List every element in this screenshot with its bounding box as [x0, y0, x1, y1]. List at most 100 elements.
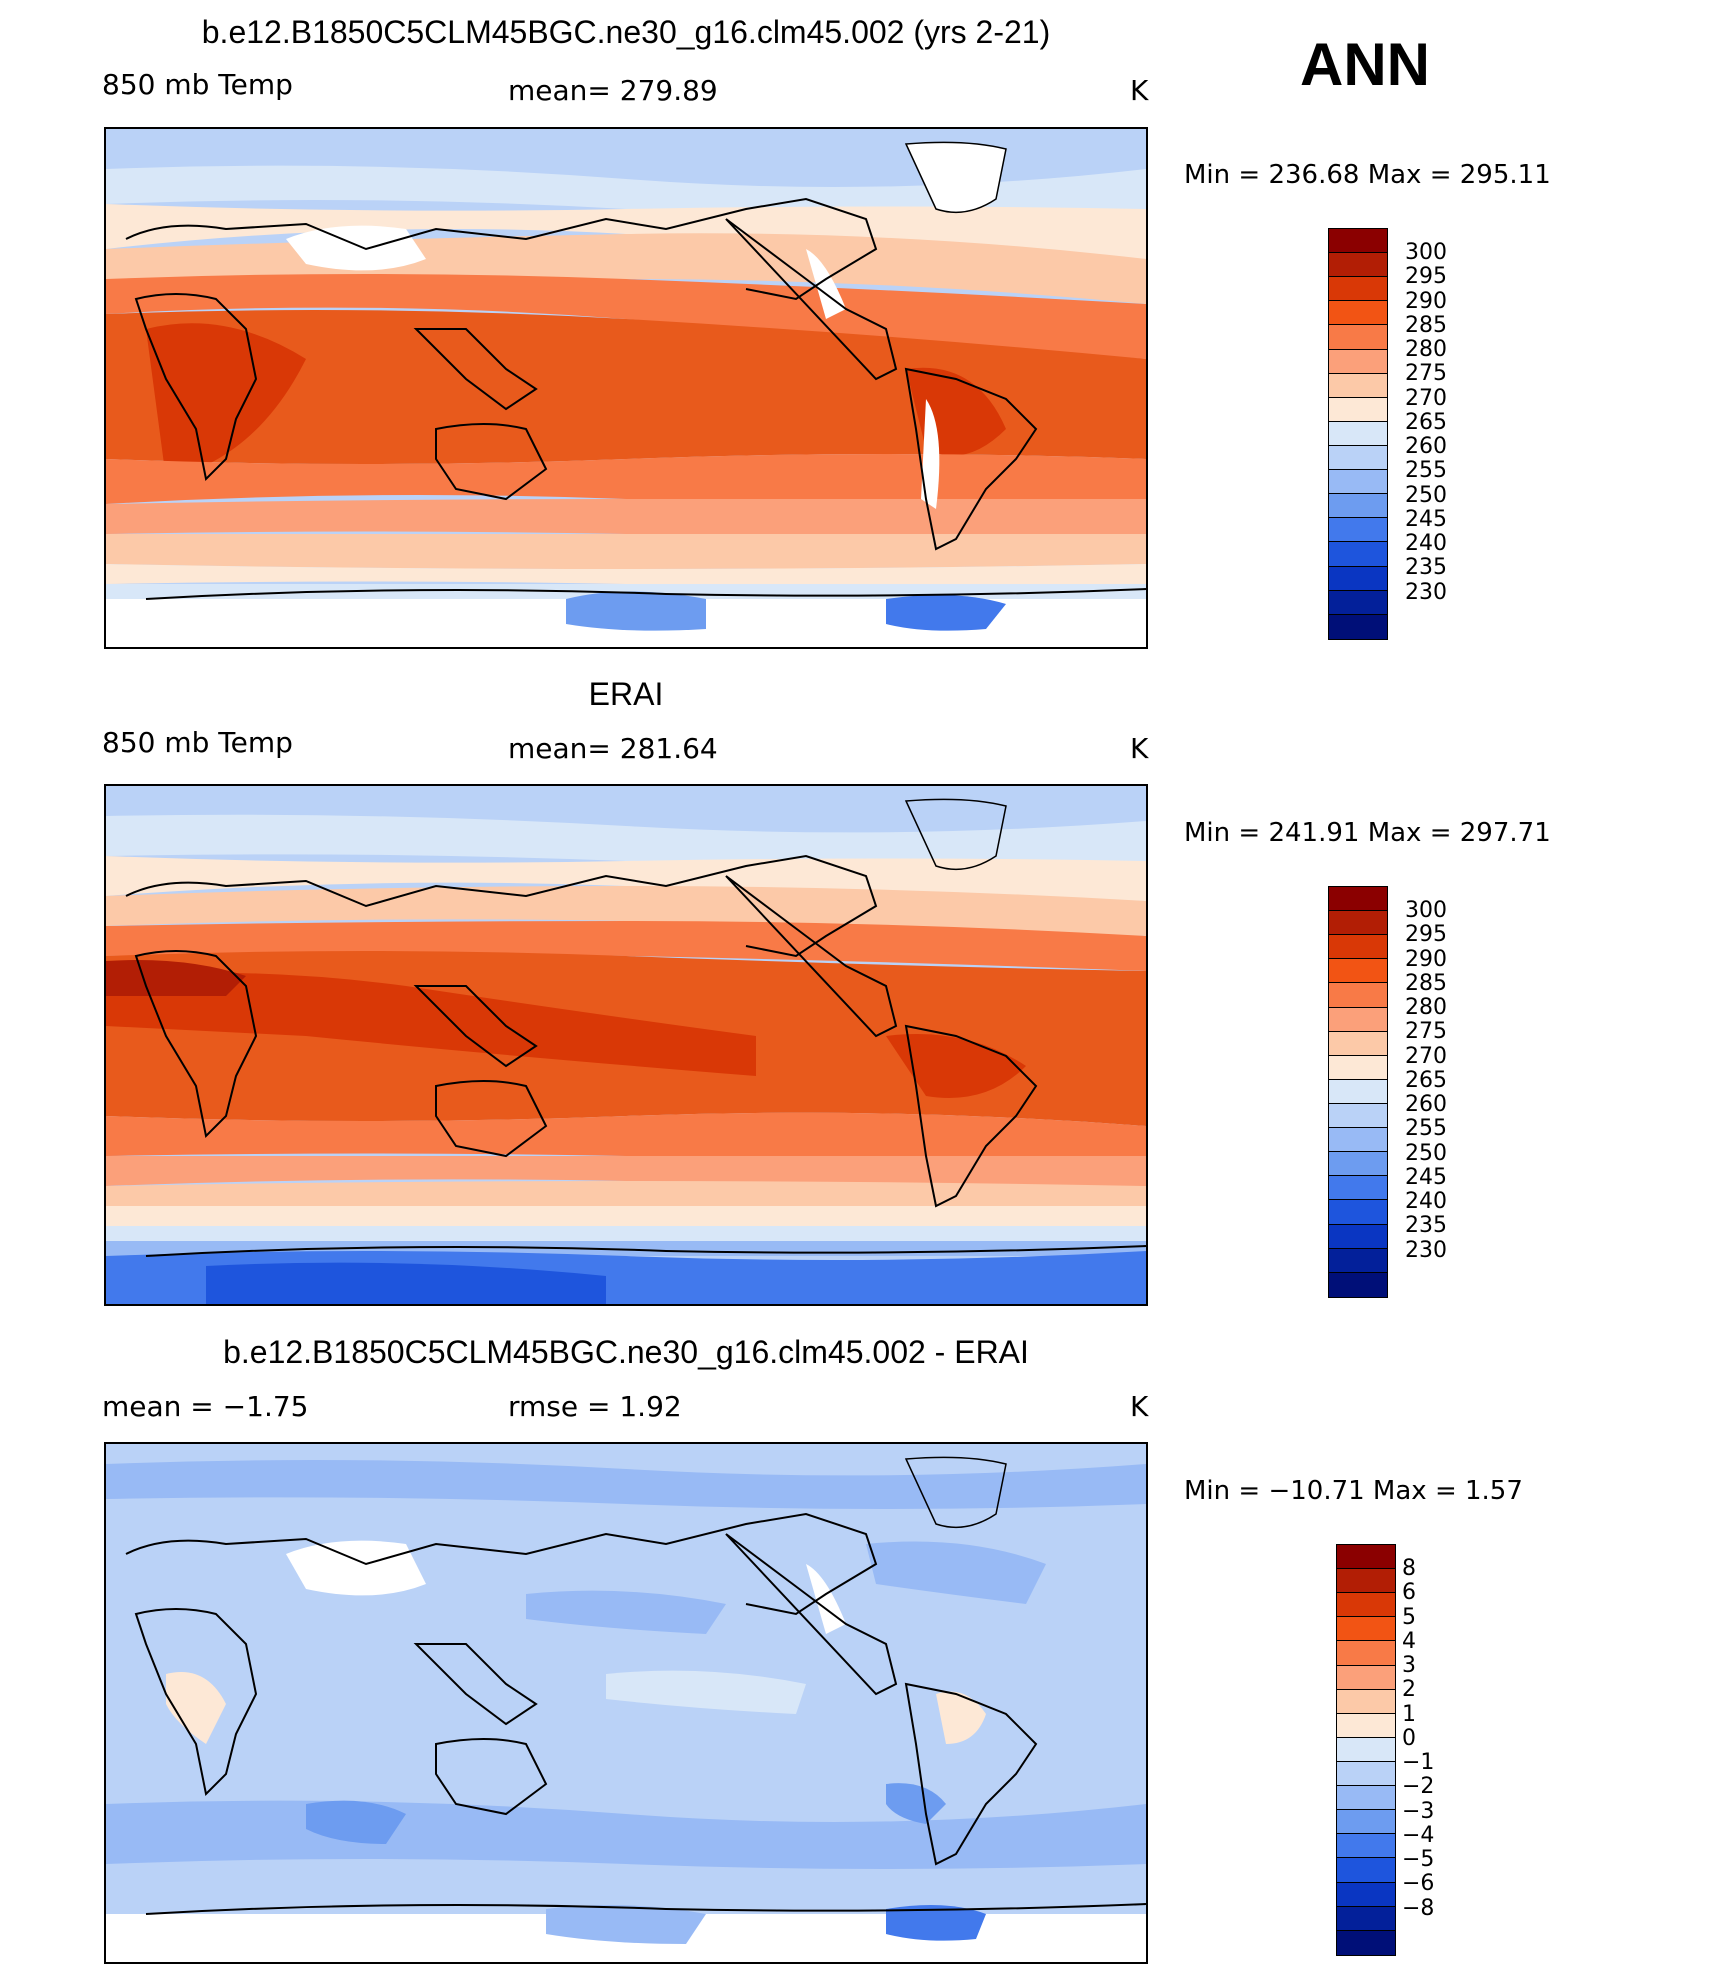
colorbar-swatch	[1329, 542, 1387, 567]
colorbar-swatch	[1329, 1079, 1387, 1104]
colorbar-tick-label: 260	[1405, 434, 1447, 460]
colorbar-swatch	[1329, 1055, 1387, 1080]
colorbar-swatch	[1329, 373, 1387, 398]
panel1-map	[104, 127, 1148, 649]
colorbar-swatch	[1337, 1930, 1395, 1955]
colorbar-tick-label: 2	[1402, 1677, 1416, 1703]
panel2-colorbar	[1328, 886, 1388, 1298]
panel3-rmse-label: rmse = 1.92	[508, 1390, 682, 1423]
colorbar-swatch	[1329, 253, 1387, 278]
colorbar-tick-label: −6	[1402, 1871, 1435, 1897]
colorbar-tick-label: 6	[1402, 1580, 1416, 1606]
colorbar-swatch	[1329, 494, 1387, 519]
colorbar-tick-label: 1	[1402, 1701, 1416, 1727]
colorbar-tick-label: −1	[1402, 1750, 1435, 1776]
colorbar-swatch	[1329, 566, 1387, 591]
colorbar-swatch	[1329, 1007, 1387, 1032]
panel1-minmax: Min = 236.68 Max = 295.11	[1184, 160, 1551, 190]
panel3-map-svg	[106, 1444, 1146, 1962]
colorbar-tick-label: 300	[1405, 240, 1447, 266]
colorbar-swatch	[1329, 614, 1387, 639]
panel2-map	[104, 784, 1148, 1306]
panel1-title: b.e12.B1850C5CLM45BGC.ne30_g16.clm45.002…	[201, 14, 1051, 50]
colorbar-tick-label: −4	[1402, 1822, 1435, 1848]
colorbar-swatch	[1337, 1617, 1395, 1642]
panel1-variable-label: 850 mb Temp	[102, 68, 293, 101]
colorbar-tick-label: 285	[1405, 970, 1447, 996]
colorbar-tick-label: 280	[1405, 995, 1447, 1021]
colorbar-swatch	[1329, 421, 1387, 446]
season-label: ANN	[1300, 31, 1430, 98]
panel2-variable-label: 850 mb Temp	[102, 726, 293, 759]
colorbar-swatch	[1329, 911, 1387, 936]
colorbar-tick-label: 290	[1405, 946, 1447, 972]
panel1-colorbar	[1328, 228, 1388, 640]
panel2-units: K	[1130, 732, 1149, 765]
colorbar-swatch	[1329, 983, 1387, 1008]
panel3-title: b.e12.B1850C5CLM45BGC.ne30_g16.clm45.002…	[223, 1334, 1029, 1370]
colorbar-swatch	[1337, 1858, 1395, 1883]
colorbar-swatch	[1337, 1713, 1395, 1738]
colorbar-tick-label: 245	[1405, 506, 1447, 532]
colorbar-tick-label: 255	[1405, 1116, 1447, 1142]
colorbar-swatch	[1329, 1176, 1387, 1201]
colorbar-tick-label: 280	[1405, 337, 1447, 363]
panel3-minmax: Min = −10.71 Max = 1.57	[1184, 1476, 1523, 1506]
colorbar-tick-label: −5	[1402, 1847, 1435, 1873]
panel1-map-svg	[106, 129, 1146, 647]
colorbar-tick-label: 285	[1405, 312, 1447, 338]
panel1-mean-label: mean= 279.89	[508, 74, 718, 107]
colorbar-tick-label: 240	[1405, 1189, 1447, 1215]
colorbar-swatch	[1329, 349, 1387, 374]
colorbar-swatch	[1329, 397, 1387, 422]
colorbar-tick-label: 275	[1405, 361, 1447, 387]
colorbar-tick-label: −3	[1402, 1798, 1435, 1824]
colorbar-swatch	[1337, 1545, 1395, 1570]
colorbar-swatch	[1329, 1248, 1387, 1273]
colorbar-swatch	[1329, 590, 1387, 615]
colorbar-swatch	[1329, 887, 1387, 912]
colorbar-tick-label: 5	[1402, 1604, 1416, 1630]
colorbar-swatch	[1329, 935, 1387, 960]
colorbar-tick-label: 260	[1405, 1092, 1447, 1118]
colorbar-tick-label: 270	[1405, 1043, 1447, 1069]
colorbar-swatch	[1329, 1152, 1387, 1177]
colorbar-tick-label: 235	[1405, 1213, 1447, 1239]
colorbar-swatch	[1329, 445, 1387, 471]
colorbar-tick-label: 250	[1405, 482, 1447, 508]
panel3-units: K	[1130, 1390, 1149, 1423]
colorbar-swatch	[1329, 229, 1387, 254]
colorbar-swatch	[1329, 518, 1387, 543]
colorbar-tick-label: 270	[1405, 385, 1447, 411]
colorbar-tick-label: −2	[1402, 1774, 1435, 1800]
colorbar-tick-label: 265	[1405, 409, 1447, 435]
colorbar-tick-label: 295	[1405, 922, 1447, 948]
colorbar-swatch	[1337, 1593, 1395, 1618]
colorbar-swatch	[1337, 1737, 1395, 1762]
panel2-map-svg	[106, 786, 1146, 1304]
colorbar-tick-label: −8	[1402, 1895, 1435, 1921]
colorbar-swatch	[1337, 1882, 1395, 1907]
colorbar-swatch	[1329, 1200, 1387, 1225]
colorbar-swatch	[1329, 325, 1387, 350]
colorbar-swatch	[1337, 1786, 1395, 1811]
colorbar-swatch	[1337, 1834, 1395, 1859]
colorbar-tick-label: 265	[1405, 1067, 1447, 1093]
colorbar-swatch	[1337, 1665, 1395, 1690]
colorbar-tick-label: 245	[1405, 1164, 1447, 1190]
colorbar-swatch	[1329, 470, 1387, 495]
colorbar-tick-label: 230	[1405, 1237, 1447, 1263]
colorbar-tick-label: 250	[1405, 1140, 1447, 1166]
colorbar-tick-label: 295	[1405, 264, 1447, 290]
colorbar-swatch	[1329, 959, 1387, 984]
colorbar-tick-label: 275	[1405, 1019, 1447, 1045]
colorbar-swatch	[1329, 1128, 1387, 1153]
panel1-units: K	[1130, 74, 1149, 107]
colorbar-tick-label: 255	[1405, 458, 1447, 484]
colorbar-tick-label: 0	[1402, 1725, 1416, 1751]
colorbar-tick-label: 240	[1405, 531, 1447, 557]
colorbar-swatch	[1329, 1103, 1387, 1129]
colorbar-swatch	[1329, 301, 1387, 326]
colorbar-swatch	[1337, 1689, 1395, 1714]
colorbar-tick-label: 290	[1405, 288, 1447, 314]
